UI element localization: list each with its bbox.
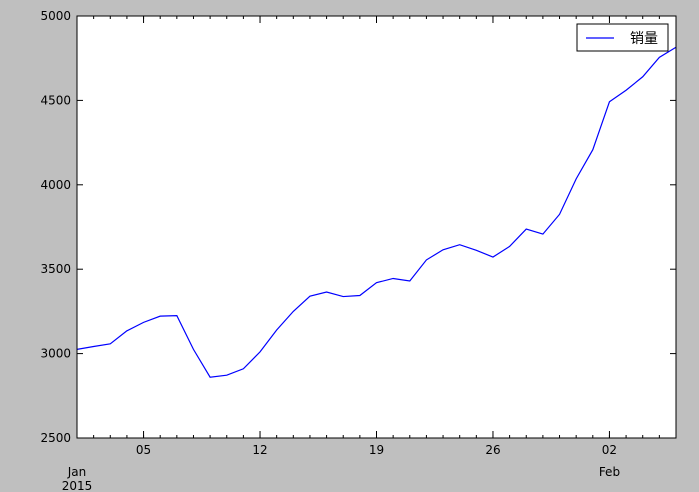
x-tick-label: 26: [485, 443, 500, 457]
y-tick-label: 4000: [40, 178, 71, 192]
y-axis: 2500 3000 3500 4000 4500 5000: [40, 9, 676, 445]
x-month-label: Jan: [67, 465, 87, 479]
series-line-0: [76, 46, 677, 378]
x-month-label: Feb: [599, 465, 620, 479]
x-tick-label: 05: [136, 443, 151, 457]
x-tick-label: 02: [602, 443, 617, 457]
y-tick-label: 2500: [40, 431, 71, 445]
y-tick-label: 4500: [40, 93, 71, 107]
x-year-label: 2015: [62, 479, 93, 492]
legend: 销量: [576, 23, 669, 52]
x-tick-label: 12: [252, 443, 267, 457]
series-layer: [76, 46, 677, 378]
y-tick-label: 3000: [40, 347, 71, 361]
y-tick-label: 5000: [40, 9, 71, 23]
y-tick-label: 3500: [40, 262, 71, 276]
x-tick-label: 19: [369, 443, 384, 457]
legend-label: 销量: [630, 31, 658, 47]
plot-area: [77, 16, 676, 438]
